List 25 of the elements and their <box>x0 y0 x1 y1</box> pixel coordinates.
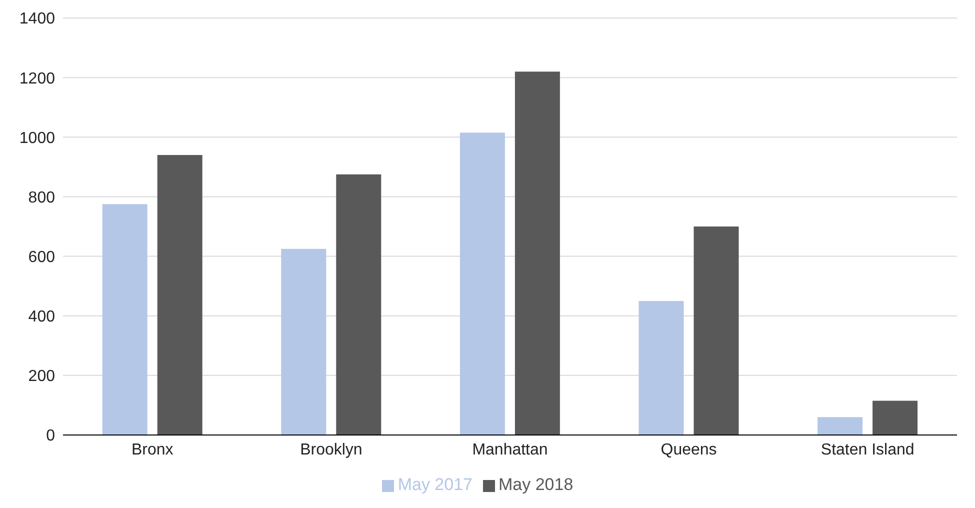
bar <box>460 132 505 435</box>
x-tick-label: Staten Island <box>820 441 914 458</box>
y-tick-label: 400 <box>28 308 56 326</box>
bar <box>514 72 560 435</box>
y-tick-label: 1400 <box>19 10 56 28</box>
y-tick-label: 200 <box>28 368 56 386</box>
bar <box>638 300 684 435</box>
bar <box>281 248 326 435</box>
bar <box>157 155 202 435</box>
y-tick-label: 800 <box>28 189 56 206</box>
x-tick-label: Brooklyn <box>300 441 362 458</box>
bar <box>102 204 148 435</box>
y-tick-label: 600 <box>28 248 56 266</box>
y-tick-label: 1000 <box>19 130 56 147</box>
y-tick-label: 1200 <box>19 70 56 88</box>
x-tick-label: Manhattan <box>472 441 548 458</box>
bar <box>818 417 863 435</box>
legend-label: May 2018 <box>498 475 574 494</box>
bar <box>872 400 918 435</box>
y-tick-label: 0 <box>46 428 56 445</box>
x-tick-label: Bronx <box>132 441 174 458</box>
legend-label: May 2017 <box>398 475 472 494</box>
x-tick-label: Queens <box>660 441 717 458</box>
bar <box>336 174 382 435</box>
bar <box>694 226 739 435</box>
